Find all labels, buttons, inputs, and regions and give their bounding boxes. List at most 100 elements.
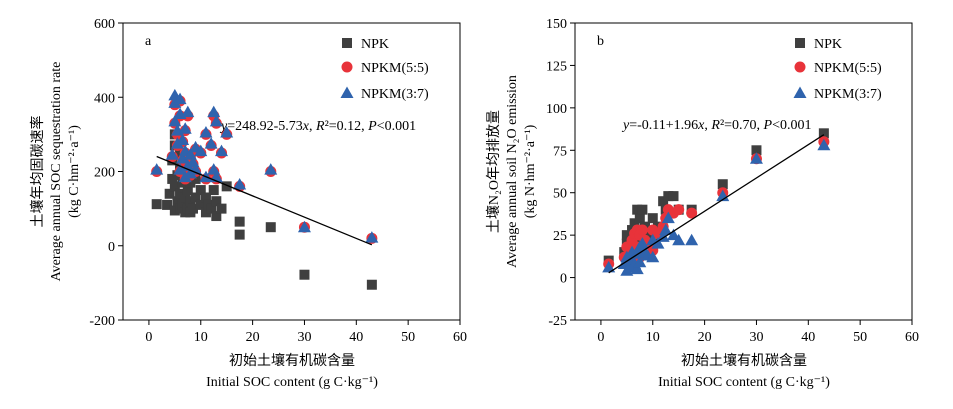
data-point-square (234, 216, 245, 227)
data-point-square (190, 192, 201, 203)
data-point-square (751, 145, 762, 156)
data-point-square (366, 279, 377, 290)
data-point-square (632, 204, 643, 215)
data-point-triangle (199, 126, 213, 138)
y-tick-label: 0 (560, 272, 567, 287)
y-axis-unit: (kg N·hm⁻²·a⁻¹) (523, 124, 538, 218)
x-tick-label: 60 (453, 330, 467, 345)
data-point-square (172, 196, 183, 207)
data-point-triangle (173, 92, 187, 105)
data-point-square (200, 207, 211, 218)
chart-panel-b: 0 10 20 30 40 50 60 -25 0 25 50 75 100 125 150 初始土壤有机碳含… (485, 17, 919, 390)
data-point-square (717, 179, 728, 190)
data-point-square (216, 203, 227, 214)
data-point-triangle (194, 144, 208, 157)
data-point-triangle (176, 152, 190, 164)
data-point-triangle (656, 230, 670, 242)
data-point-square (629, 218, 640, 229)
data-point-triangle (602, 260, 616, 273)
x-axis-title-cn: 初始土壤有机碳含量 (681, 352, 807, 369)
equation-part: x (697, 118, 705, 133)
x-axis-title-en: Initial SOC content (g C·kg⁻¹) (658, 375, 830, 390)
data-point-square (234, 229, 245, 240)
equation-part: R (315, 119, 325, 134)
data-point-triangle (646, 250, 660, 263)
x-axis-title-en: Initial SOC content (g C·kg⁻¹) (206, 375, 378, 390)
data-point-square (642, 230, 653, 241)
x-axis-title-cn: 初始土壤有机碳含量 (229, 352, 355, 369)
data-point-triangle (661, 211, 675, 224)
x-tick-label: 0 (597, 330, 604, 345)
data-point-triangle (209, 114, 223, 127)
legend-label: NPKM(3:7) (361, 87, 429, 102)
data-point-square (195, 185, 206, 196)
series-NPKM(3:7) (150, 88, 379, 243)
data-point-triangle (817, 138, 831, 151)
data-point-square (637, 204, 648, 215)
legend-marker-triangle (340, 86, 354, 98)
y-tick-label: 600 (94, 17, 115, 32)
data-point-triangle (635, 237, 649, 249)
equation-part: <0.001 (772, 118, 811, 133)
data-point-triangle (297, 220, 311, 233)
equation-part: =-0.11+1.96 (629, 118, 698, 133)
equation-part: <0.001 (377, 119, 416, 134)
data-point-triangle (630, 262, 644, 275)
data-point-square (185, 196, 196, 207)
x-tick-label: 10 (646, 330, 660, 345)
x-tick-label: 0 (145, 330, 152, 345)
equation-part: =248.92-5.73 (227, 119, 303, 134)
equation-part: ²=0.12, (325, 119, 369, 134)
data-point-triangle (672, 233, 686, 246)
data-point-square (206, 203, 217, 214)
y-tick-label: -25 (548, 314, 567, 329)
regression-equation: y=248.92-5.73x, R²=0.12, P<0.001 (219, 119, 416, 134)
data-point-square (167, 173, 178, 184)
data-point-triangle (264, 163, 278, 175)
data-point-square (668, 191, 679, 202)
y-tick-label: 125 (546, 59, 567, 74)
y-tick-label: 50 (553, 187, 567, 202)
data-point-square (185, 177, 196, 188)
data-point-square (658, 196, 669, 207)
y-tick-label: 75 (553, 144, 567, 159)
y-axis-unit: (kg C·hm⁻²·a⁻¹) (67, 125, 82, 218)
data-point-square (187, 203, 198, 214)
legend-label: NPK (814, 37, 842, 52)
data-point-circle (686, 207, 698, 219)
data-point-square (169, 181, 180, 192)
legend-label: NPKM(5:5) (814, 61, 882, 76)
data-point-square (647, 213, 658, 224)
data-point-triangle (173, 163, 187, 175)
regression-line (608, 134, 825, 274)
data-point-square (208, 185, 219, 196)
data-point-triangle (165, 148, 179, 160)
legend-label: NPK (361, 37, 389, 52)
data-point-square (265, 222, 276, 233)
data-point-triangle (749, 152, 763, 164)
data-point-square (818, 128, 829, 139)
x-tick-label: 40 (349, 330, 363, 345)
x-tick-label: 20 (698, 330, 712, 345)
legend-marker-square (342, 38, 352, 48)
data-point-square (195, 199, 206, 210)
data-point-circle (673, 204, 685, 216)
y-axis-title-en: Average annual soil N₂O emission (505, 75, 520, 268)
data-point-triangle (685, 233, 699, 246)
x-tick-label: 50 (401, 330, 415, 345)
x-tick-label: 40 (801, 330, 815, 345)
equation-part: P (763, 118, 773, 133)
y-tick-label: 150 (546, 17, 567, 32)
legend-label: NPKM(5:5) (361, 61, 429, 76)
data-point-square (211, 196, 222, 207)
equation-part: x (302, 119, 310, 134)
data-point-circle (636, 224, 648, 236)
data-point-triangle (633, 255, 647, 268)
y-axis-title-cn: 土壤年均固碳速率 (29, 116, 46, 228)
data-point-triangle (204, 137, 218, 149)
series-NPKM(3:7) (602, 138, 831, 276)
data-point-square (299, 269, 310, 280)
data-point-triangle (651, 237, 665, 249)
y-tick-label: -200 (89, 314, 115, 329)
data-point-triangle (215, 144, 229, 157)
